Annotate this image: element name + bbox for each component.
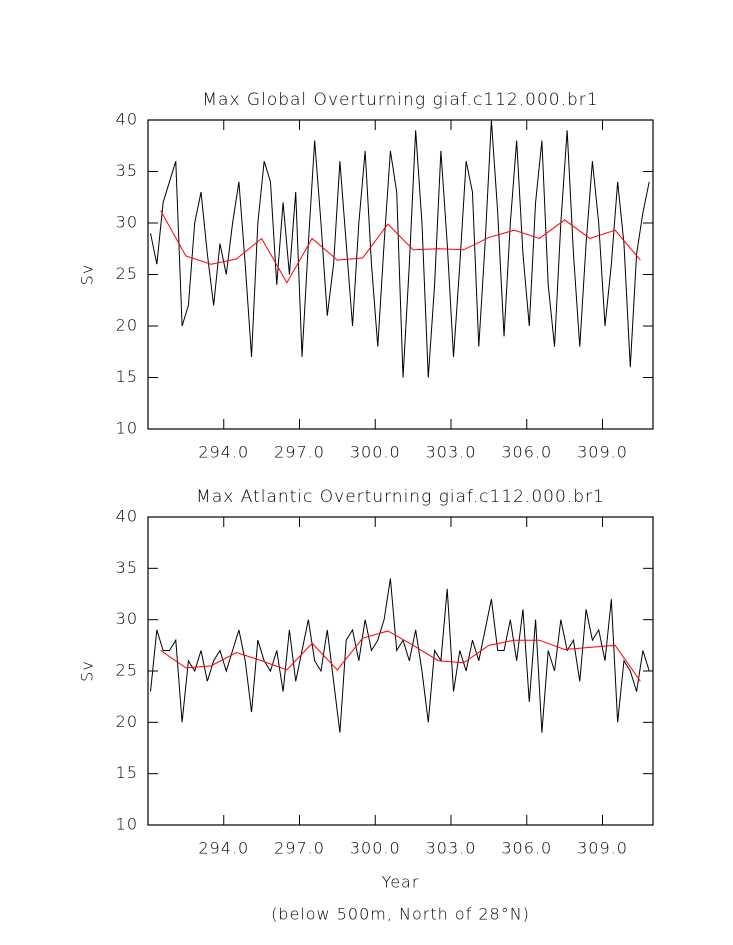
y-tick-label: 10 [116,419,138,438]
y-axis-label: Sv [78,264,97,286]
chart-title: Max Global Overturning giaf.c112.000.br1 [202,90,598,110]
plot-frame [147,119,654,430]
x-tick-label: 300.0 [350,839,401,858]
x-tick-label: 306.0 [501,839,552,858]
series-line [160,630,641,682]
y-tick-label: 35 [116,161,138,180]
x-tick-label: 297.0 [274,839,325,858]
chart-title: Max Atlantic Overturning giaf.c112.000.b… [196,487,605,507]
x-tick-label: 309.0 [577,839,628,858]
note: (below 500m, North of 28°N) [271,905,530,924]
x-tick-label: 294.0 [198,839,249,858]
y-tick-label: 40 [116,110,138,129]
x-tick-label: 306.0 [501,443,552,462]
x-tick-label: 300.0 [350,443,401,462]
x-tick-label: 309.0 [577,443,628,462]
series-line [150,119,650,378]
y-tick-label: 40 [116,507,138,526]
y-axis-label: Sv [78,660,97,682]
x-tick-label: 303.0 [426,839,477,858]
plot-frame [147,516,654,826]
x-axis-label: Year [382,873,420,892]
y-tick-label: 10 [116,815,138,834]
y-tick-label: 30 [116,609,138,628]
y-tick-label: 15 [116,367,138,386]
y-tick-label: 25 [116,264,138,283]
y-tick-label: 20 [116,316,138,335]
series-line [150,578,650,733]
x-tick-label: 294.0 [198,443,249,462]
y-tick-label: 25 [116,661,138,680]
series-line [160,210,641,284]
x-tick-label: 297.0 [274,443,325,462]
y-tick-label: 35 [116,558,138,577]
x-tick-label: 303.0 [426,443,477,462]
y-tick-label: 30 [116,213,138,232]
y-tick-label: 20 [116,712,138,731]
y-tick-label: 15 [116,763,138,782]
